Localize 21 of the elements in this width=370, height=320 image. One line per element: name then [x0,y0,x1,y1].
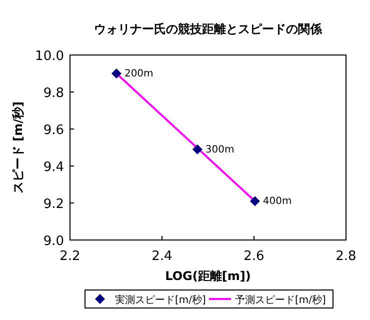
legend-label: 予測スピード[m/秒] [235,294,326,306]
x-axis-title: LOG(距離[m]) [165,269,251,283]
y-tick-label: 9.4 [43,160,64,175]
y-tick-label: 9.2 [43,197,64,212]
y-tick-label: 9.8 [43,86,64,101]
x-tick-label: 2.6 [244,249,264,264]
point [192,144,202,154]
y-axis-title: スピード [m/秒] [11,101,25,194]
y-tick-label: 9.0 [43,234,64,249]
annotation: 300m [205,144,234,156]
x-tick-label: 2.8 [336,249,356,264]
y-tick-label: 9.6 [43,123,64,138]
annotation: 400m [262,196,292,208]
chart-title: ウォリナー氏の競技距離とスピードの関係 [94,22,323,36]
annotation: 200m [124,68,154,80]
point [250,196,260,206]
point [111,68,122,78]
y-tick-label: 10.0 [35,49,64,64]
x-tick-label: 2.2 [60,249,80,264]
legend-label: 実測スピード[m/秒] [115,294,206,306]
x-tick-label: 2.4 [152,249,172,264]
